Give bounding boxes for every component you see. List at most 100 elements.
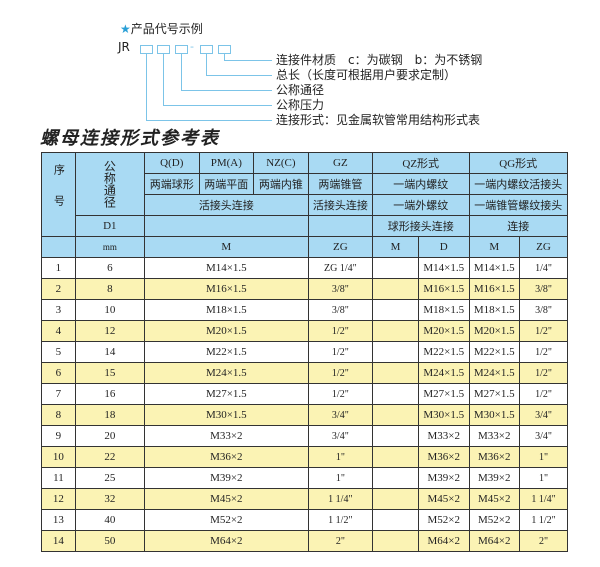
table-row: 13 40 M52×2 1 1/2" M52×2 M52×2 1 1/2": [41, 509, 568, 531]
row-qz-m: [371, 299, 419, 321]
row-qz-m: [371, 320, 419, 342]
table-row: 5 14 M22×1.5 1/2" M22×1.5 M22×1.5 1/2": [41, 341, 568, 363]
row-m: M33×2: [143, 425, 309, 447]
row-seq: 2: [41, 278, 76, 300]
row-qz-m: [371, 362, 419, 384]
table-row: 7 16 M27×1.5 1/2" M27×1.5 M27×1.5 1/2": [41, 383, 568, 405]
row-dn: 18: [74, 404, 145, 426]
row-qz-d: M20×1.5: [417, 320, 470, 342]
row-zg: 2": [307, 530, 373, 552]
row-qz-d: M27×1.5: [417, 383, 470, 405]
header-gz3: 活接头连接: [307, 194, 373, 216]
header-qz4: 球形接头连接: [371, 215, 470, 237]
row-m: M27×1.5: [143, 383, 309, 405]
row-qg-m: M20×1.5: [468, 320, 521, 342]
row-qg-m: M16×1.5: [468, 278, 521, 300]
connector-line: [206, 54, 207, 75]
row-zg: 3/4": [307, 404, 373, 426]
header-qg2: 一端内螺纹活接头: [468, 173, 568, 195]
connector-line: [181, 90, 272, 91]
legend-item-material: 连接件材质 c：为碳钢 b：为不锈钢: [276, 53, 483, 67]
header-qg: QG形式: [468, 152, 568, 174]
code-box: [140, 45, 153, 54]
code-box: [200, 45, 213, 54]
table-row: 14 50 M64×2 2" M64×2 M64×2 2": [41, 530, 568, 552]
row-seq: 7: [41, 383, 76, 405]
row-dn: 15: [74, 362, 145, 384]
header-qg3: 一端锥管螺纹接头: [468, 194, 568, 216]
table-row: 11 25 M39×2 1" M39×2 M39×2 1": [41, 467, 568, 489]
row-qg-zg: 1": [519, 446, 568, 468]
row-qg-zg: 1/2": [519, 341, 568, 363]
row-seq: 1: [41, 257, 76, 279]
row-qg-zg: 1/2": [519, 383, 568, 405]
row-dn: 12: [74, 320, 145, 342]
header-blank: [41, 236, 76, 258]
row-dn: 6: [74, 257, 145, 279]
row-m: M39×2: [143, 467, 309, 489]
header-d1: D1: [74, 215, 145, 237]
row-seq: 14: [41, 530, 76, 552]
legend-item-length: 总长（长度可根据用户要求定制）: [276, 68, 457, 82]
row-zg: 1/2": [307, 320, 373, 342]
row-seq: 3: [41, 299, 76, 321]
row-zg: 1": [307, 467, 373, 489]
row-qz-d: M36×2: [417, 446, 470, 468]
row-qz-m: [371, 509, 419, 531]
header-m: M: [143, 236, 309, 258]
row-qz-d: M30×1.5: [417, 404, 470, 426]
row-m: M52×2: [143, 509, 309, 531]
row-qg-m: M22×1.5: [468, 341, 521, 363]
code-box: [218, 45, 231, 54]
row-m: M36×2: [143, 446, 309, 468]
table-row: 6 15 M24×1.5 1/2" M24×1.5 M24×1.5 1/2": [41, 362, 568, 384]
row-zg: 1 1/4": [307, 488, 373, 510]
row-qg-zg: 3/4": [519, 404, 568, 426]
row-dn: 16: [74, 383, 145, 405]
row-qg-m: M24×1.5: [468, 362, 521, 384]
row-qg-m: M18×1.5: [468, 299, 521, 321]
table-row: 4 12 M20×1.5 1/2" M20×1.5 M20×1.5 1/2": [41, 320, 568, 342]
table-row: 3 10 M18×1.5 3/8" M18×1.5 M18×1.5 3/8": [41, 299, 568, 321]
header-q2: 两端球形: [143, 173, 200, 195]
row-qg-zg: 1/2": [519, 320, 568, 342]
row-qg-m: M52×2: [468, 509, 521, 531]
connector-line: [206, 75, 272, 76]
row-m: M64×2: [143, 530, 309, 552]
row-qz-m: [371, 341, 419, 363]
row-qz-d: M52×2: [417, 509, 470, 531]
header-qz-m: M: [371, 236, 419, 258]
row-qz-m: [371, 404, 419, 426]
header-pm: PM(A): [198, 152, 254, 174]
header-nz2: 两端内锥: [252, 173, 309, 195]
legend-title-text: 产品代号示例: [130, 22, 203, 36]
header-gz: GZ: [307, 152, 373, 174]
row-qg-m: M45×2: [468, 488, 521, 510]
row-zg: 3/8": [307, 278, 373, 300]
header-blank: [307, 215, 373, 237]
header-qg4: 连接: [468, 215, 568, 237]
connector-line: [224, 54, 225, 60]
row-seq: 11: [41, 467, 76, 489]
header-pm2: 两端平面: [198, 173, 254, 195]
row-qg-m: M33×2: [468, 425, 521, 447]
row-qz-m: [371, 467, 419, 489]
row-qz-d: M33×2: [417, 425, 470, 447]
code-separator: -: [190, 40, 194, 53]
row-seq: 13: [41, 509, 76, 531]
header-nz: NZ(C): [252, 152, 309, 174]
header-seq: 序号: [41, 152, 76, 237]
legend-item-connection: 连接形式：见金属软管常用结构形式表: [276, 113, 481, 127]
row-m: M45×2: [143, 488, 309, 510]
row-qg-m: M27×1.5: [468, 383, 521, 405]
table-row: 9 20 M33×2 3/4" M33×2 M33×2 3/4": [41, 425, 568, 447]
row-seq: 10: [41, 446, 76, 468]
row-qg-zg: 1 1/4": [519, 488, 568, 510]
connector-line: [163, 105, 272, 106]
connector-line: [224, 60, 272, 61]
row-dn: 8: [74, 278, 145, 300]
row-qz-d: M45×2: [417, 488, 470, 510]
row-qz-m: [371, 488, 419, 510]
row-dn: 32: [74, 488, 145, 510]
row-m: M24×1.5: [143, 362, 309, 384]
